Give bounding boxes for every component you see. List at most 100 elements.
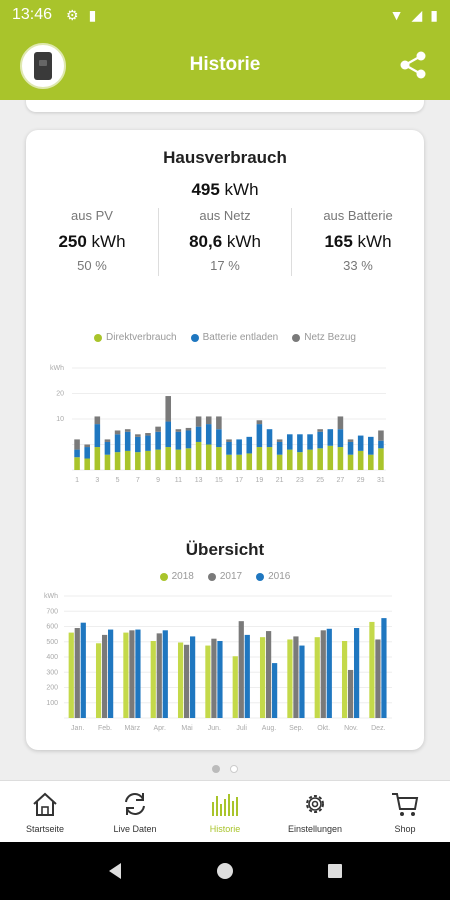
bar-segment-batterie-entladen [145,435,151,451]
device-avatar[interactable] [20,43,66,89]
status-time: 13:46 [12,6,53,23]
nav-label: Startseite [25,823,65,834]
total-value: 495 [191,180,220,199]
x-tick-label: 29 [357,477,365,484]
x-tick-label: 11 [175,477,182,484]
nav-shop[interactable]: Shop [360,781,450,842]
bar-segment-direktverbrauch [155,449,161,470]
bar-segment-netz-bezug [135,434,141,437]
page-indicator [0,765,450,773]
nav-einstellungen[interactable]: Einstellungen [270,781,360,842]
bar-2016 [354,628,360,718]
recents-icon[interactable] [325,861,345,881]
x-tick-label: 13 [195,477,203,484]
bar-2016 [381,618,387,718]
bar-segment-direktverbrauch [256,447,263,470]
bar-segment-direktverbrauch [94,447,101,470]
stat-percent: 33 % [343,258,373,273]
nav-live-daten[interactable]: Live Daten [90,781,180,842]
bar-segment-batterie-entladen [175,431,182,450]
bar-segment-batterie-entladen [357,435,364,451]
cart-icon [392,792,419,816]
bar-segment-netz-bezug [124,429,131,432]
yearly-overview-chart[interactable]: kWh 700 600 500 400 300 200 100 Jan. Feb. März Apr.… [26,588,424,738]
bar-segment-batterie-entladen [307,434,313,450]
bar-segment-direktverbrauch [368,454,374,470]
bar-segment-direktverbrauch [205,444,212,470]
home-button-icon[interactable] [215,861,235,881]
nav-startseite[interactable]: Startseite [0,781,90,842]
bar-segment-batterie-entladen [286,434,293,450]
bar-segment-netz-bezug [337,416,344,430]
back-icon[interactable] [105,861,125,881]
x-tick-label: 23 [296,477,304,484]
legend-item: 2017 [207,571,243,582]
bar-segment-direktverbrauch [297,452,303,470]
bar-segment-direktverbrauch [266,447,273,470]
page-dot-active[interactable] [212,765,220,773]
bar-2018 [369,621,375,718]
bar-2018 [259,637,266,718]
x-tick-label: Feb. [98,725,112,732]
bar-segment-batterie-entladen [195,426,202,442]
x-tick-label: Apr. [153,725,166,732]
bar-segment-direktverbrauch [104,454,111,470]
stat-number: 165 [324,232,353,251]
share-icon[interactable] [398,50,428,80]
storage-device-icon [34,52,52,80]
x-tick-label: Nov. [344,725,358,732]
stat-battery: aus Batterie 165 kWh 33 % [291,208,424,276]
bar-2018 [232,656,238,718]
bar-segment-direktverbrauch [114,452,121,470]
page-dot[interactable] [230,765,238,773]
bar-segment-direktverbrauch [226,454,232,470]
bar-2018 [205,645,211,718]
nav-label: Historie [209,823,241,834]
legend-dot [292,333,301,342]
x-tick-label: 1 [75,477,79,484]
bar-2016 [272,663,278,718]
app-bar: Historie [0,30,450,100]
bar-2017 [183,644,190,718]
y-tick-label: 500 [46,639,58,646]
bar-segment-netz-bezug [175,429,182,432]
bar-2016 [217,640,223,718]
bar-segment-batterie-entladen [74,449,80,458]
bar-2016 [80,622,86,718]
legend-item: 2018 [159,571,194,582]
x-tick-label: 3 [95,477,99,484]
overview-title: Übersicht [185,540,265,559]
bar-segment-direktverbrauch [246,453,253,470]
x-tick-label: 25 [316,477,324,484]
gear-icon [306,794,324,813]
bar-segment-direktverbrauch [195,441,202,470]
legend-item: Direktverbrauch [94,332,177,343]
bar-2018 [314,637,320,718]
bar-segment-batterie-entladen [135,436,141,453]
bar-segment-netz-bezug [94,416,101,425]
bar-2017 [320,630,326,718]
stat-unit: kWh [91,232,126,251]
legend-label: Direktverbrauch [106,332,177,343]
nav-label: Einstellungen [287,823,343,834]
consumption-card[interactable]: Hausverbrauch 495 kWh aus PV 250 kWh 50 … [26,130,424,750]
bar-2018 [287,639,293,718]
sd-card-icon: ▮ [88,6,97,23]
bar-segment-batterie-entladen [94,424,101,448]
legend-label: 2017 [219,571,243,582]
y-tick-label: 100 [46,700,58,707]
bar-2016 [299,645,305,718]
bar-segment-batterie-entladen [347,441,354,455]
x-tick-label: 31 [377,477,385,484]
bar-segment-direktverbrauch [378,448,384,470]
bar-2017 [347,669,354,718]
bar-2018 [68,632,74,718]
bar-segment-netz-bezug [104,439,111,442]
bar-segment-netz-bezug [378,430,384,441]
bar-segment-batterie-entladen [297,434,303,453]
content-area: Hausverbrauch 495 kWh aus PV 250 kWh 50 … [0,100,450,780]
bar-segment-batterie-entladen [216,429,222,448]
bar-2018 [150,640,156,718]
nav-historie[interactable]: Historie [180,781,270,842]
